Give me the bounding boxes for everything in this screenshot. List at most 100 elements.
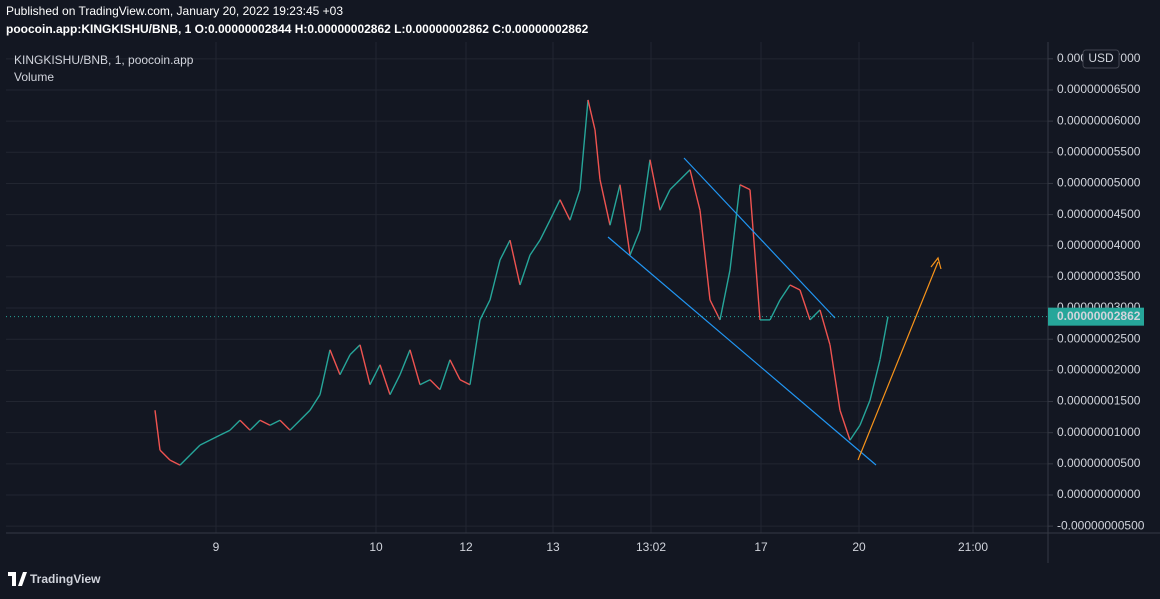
price-segment	[679, 169, 691, 181]
price-segment	[339, 354, 351, 376]
brand: TradingView	[30, 572, 101, 586]
y-tick-label: 0.00000005000	[1057, 176, 1141, 190]
x-tick-label: 20	[852, 540, 866, 554]
trend-line	[683, 157, 836, 319]
price-segment	[299, 409, 311, 421]
price-segment	[739, 184, 751, 191]
y-tick-label: 0.00000004000	[1057, 238, 1141, 252]
x-tick-label: 21:00	[958, 540, 988, 554]
price-segment	[359, 344, 371, 385]
y-tick-label: 0.00000004500	[1057, 207, 1141, 221]
price-segment	[199, 439, 211, 446]
price-segment	[699, 210, 711, 301]
price-segment	[819, 309, 831, 346]
price-segment	[319, 349, 331, 395]
price-segment	[549, 199, 561, 221]
price-segment	[439, 359, 451, 390]
y-tick-label: 0.00000006500	[1057, 82, 1141, 96]
y-tick-label: 0.00000006000	[1057, 113, 1141, 127]
price-segment	[309, 394, 321, 411]
price-segment	[379, 364, 391, 395]
price-segment	[209, 434, 221, 441]
price-segment	[669, 179, 681, 191]
price-segment	[879, 316, 889, 360]
y-tick-label: 0.00000005500	[1057, 144, 1141, 158]
price-segment	[779, 284, 791, 301]
price-segment	[469, 319, 481, 385]
price-segment	[609, 184, 621, 226]
price-segment	[839, 410, 851, 441]
price-segment	[229, 419, 241, 431]
y-tick-label: 0.00000001500	[1057, 394, 1141, 408]
price-segment	[349, 344, 361, 356]
price-segment	[559, 199, 571, 221]
price-segment	[459, 379, 471, 386]
price-segment	[509, 239, 521, 286]
price-segment	[489, 259, 501, 301]
x-tick-label: 17	[754, 540, 768, 554]
price-segment	[519, 254, 531, 286]
price-segment	[159, 449, 171, 461]
price-segment	[329, 349, 341, 375]
price-segment	[809, 309, 821, 321]
price-segment	[639, 159, 651, 231]
price-segment	[594, 129, 601, 180]
last-price-label: 0.00000002862	[1057, 309, 1141, 323]
price-segment	[629, 229, 641, 256]
price-segment	[529, 239, 541, 256]
x-tick-label: 13	[546, 540, 560, 554]
x-tick-label: 10	[369, 540, 383, 554]
legend-symbol: KINGKISHU/BNB, 1, poocoin.app	[14, 53, 194, 67]
price-segment	[799, 289, 811, 321]
price-segment	[689, 169, 701, 211]
x-tick-label: 13:02	[636, 540, 666, 554]
legend-volume: Volume	[14, 70, 54, 84]
price-segment	[579, 99, 589, 190]
price-segment	[219, 429, 231, 436]
price-segment	[239, 419, 251, 431]
price-segment	[849, 424, 861, 441]
arrow-head	[930, 256, 942, 270]
y-tick-label: 0.00000002000	[1057, 363, 1141, 377]
price-segment	[169, 459, 181, 466]
price-segment	[499, 239, 511, 261]
price-segment	[479, 299, 491, 321]
price-segment	[587, 99, 596, 131]
price-segment	[859, 400, 871, 426]
price-segment	[189, 444, 201, 456]
price-segment	[619, 184, 631, 256]
price-segment	[179, 454, 191, 466]
price-segment	[279, 419, 291, 431]
y-tick-label: 0.00000001000	[1057, 425, 1141, 439]
last-price-box	[1048, 307, 1144, 326]
price-segment	[789, 284, 801, 291]
price-segment	[829, 344, 841, 411]
y-tick-label: 0.00000000000	[1057, 487, 1141, 501]
price-segment	[749, 189, 761, 320]
price-segment	[369, 364, 381, 386]
price-segment	[569, 189, 581, 221]
y-tick-label: -0.00000000500	[1057, 518, 1145, 532]
y-tick-label: 0.00000003500	[1057, 269, 1141, 283]
price-segment	[419, 379, 431, 386]
price-segment	[449, 359, 461, 381]
price-segment	[259, 419, 271, 426]
price-segment	[409, 349, 421, 385]
x-tick-label: 12	[459, 540, 473, 554]
arrow-line	[857, 261, 939, 461]
price-segment	[769, 299, 781, 321]
price-segment	[154, 410, 161, 451]
price-segment	[429, 379, 441, 391]
y-tick-label: 0.00000002500	[1057, 331, 1141, 345]
price-segment	[249, 419, 261, 431]
currency[interactable]: USD	[1088, 51, 1114, 65]
price-segment	[389, 374, 401, 395]
price-segment	[289, 419, 301, 431]
ohlc: poocoin.app:KINGKISHU/BNB, 1 O:0.0000000…	[6, 22, 589, 36]
price-segment	[869, 359, 881, 401]
price-segment	[269, 419, 281, 426]
price-segment	[539, 219, 551, 241]
currency-box[interactable]	[1082, 49, 1120, 69]
